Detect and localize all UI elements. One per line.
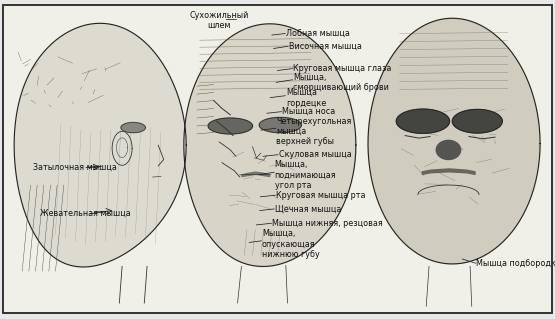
Text: Жевательная мышца: Жевательная мышца — [40, 209, 131, 218]
Text: Затылочная мышца: Затылочная мышца — [33, 163, 117, 172]
Text: Круговая мышца рта: Круговая мышца рта — [276, 191, 365, 200]
Polygon shape — [396, 109, 450, 133]
Text: Щечная мышца: Щечная мышца — [275, 204, 341, 213]
Polygon shape — [121, 122, 145, 133]
Text: Мышца,
сморщивающий брови: Мышца, сморщивающий брови — [293, 73, 389, 92]
Polygon shape — [436, 140, 461, 160]
Text: Скуловая мышца: Скуловая мышца — [279, 150, 351, 159]
Polygon shape — [259, 117, 301, 133]
Text: Мышца,
поднимающая
угол рта: Мышца, поднимающая угол рта — [275, 160, 336, 190]
Text: Мышца носа: Мышца носа — [282, 107, 335, 116]
Polygon shape — [184, 24, 356, 266]
Text: Лобная мышца: Лобная мышца — [286, 29, 350, 38]
Polygon shape — [14, 23, 186, 267]
Text: Круговая мышца глаза: Круговая мышца глаза — [293, 64, 391, 73]
Text: Височная мышца: Височная мышца — [289, 42, 361, 51]
Text: Мышца подбородка: Мышца подбородка — [476, 259, 555, 268]
Text: Сухожильный
шлем: Сухожильный шлем — [190, 11, 249, 30]
Polygon shape — [368, 18, 540, 264]
Text: Четырехугольная
мышца
верхней губы: Четырехугольная мышца верхней губы — [276, 116, 352, 146]
Text: Мышца нижняя, резцовая: Мышца нижняя, резцовая — [272, 219, 383, 228]
Polygon shape — [452, 109, 502, 133]
Text: Мышца,
опускающая
нижнюю губу: Мышца, опускающая нижнюю губу — [262, 229, 320, 259]
Text: Мышца
гордецке: Мышца гордецке — [286, 88, 326, 108]
Polygon shape — [208, 118, 253, 134]
